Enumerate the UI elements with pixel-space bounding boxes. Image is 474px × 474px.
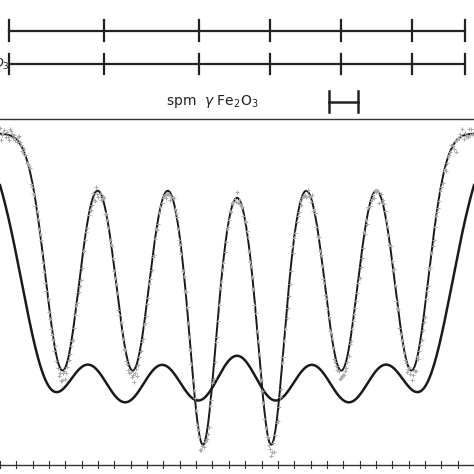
- Text: $O_3$: $O_3$: [0, 56, 9, 72]
- Text: spm  $\gamma$ Fe$_2$O$_3$: spm $\gamma$ Fe$_2$O$_3$: [166, 93, 259, 110]
